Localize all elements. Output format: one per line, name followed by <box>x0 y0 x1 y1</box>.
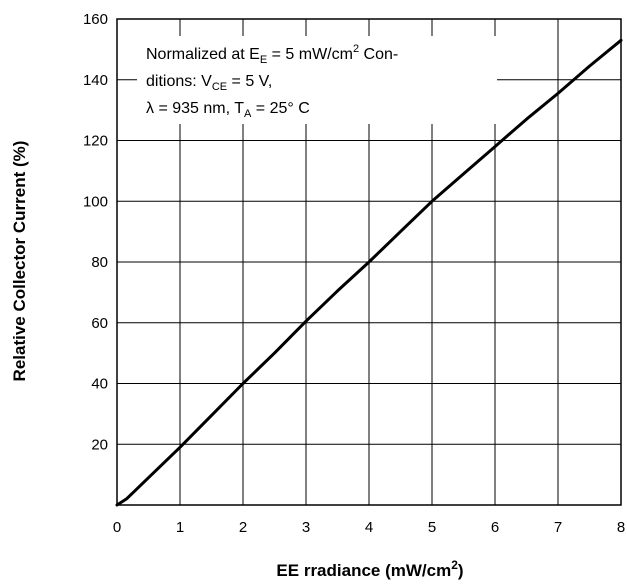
x-tick-label: 6 <box>491 519 499 536</box>
series-line <box>115 38 623 507</box>
x-tick-label: 4 <box>365 519 373 536</box>
x-axis-title: EE rradiance (mW/cm2) <box>276 558 463 580</box>
annotation-line-1-c: Con- <box>359 46 398 63</box>
annotation-line-2-sub: CE <box>212 81 227 93</box>
annotation-line-2-a: ditions: V <box>146 73 212 90</box>
x-axis-title-sup: 2 <box>451 558 458 572</box>
x-tick-label: 3 <box>302 519 310 536</box>
annotation-line-1: Normalized at EE = 5 mW/cm2 Con- <box>146 43 398 66</box>
y-axis-title: Relative Collector Current (%) <box>10 141 29 382</box>
x-axis-title-close: ) <box>458 561 464 580</box>
annotation-line-3-b: = 25° C <box>251 100 309 117</box>
plot-frame <box>116 18 622 506</box>
annotation-line-3-sub: A <box>244 108 252 120</box>
annotation-line-1-b: = 5 mW/cm <box>267 46 353 63</box>
annotation-line-1-sup: 2 <box>353 43 359 55</box>
y-tick-label: 120 <box>83 133 108 150</box>
x-tick-label: 1 <box>176 519 184 536</box>
annotation-box <box>137 36 497 124</box>
y-tick-label: 160 <box>83 11 108 28</box>
annotation-line-1-sub: E <box>260 54 267 66</box>
y-tick-label: 40 <box>91 376 108 393</box>
y-tick-label: 80 <box>91 254 108 271</box>
annotation-line-3-a: λ = 935 nm, T <box>146 100 244 117</box>
x-axis-ticks: 0 1 2 3 4 5 6 7 8 <box>113 519 625 536</box>
y-axis-ticks: 20 40 60 80 100 120 140 160 <box>83 11 108 453</box>
y-tick-label: 140 <box>83 72 108 89</box>
x-tick-label: 5 <box>428 519 436 536</box>
annotation-line-1-a: Normalized at E <box>146 46 260 63</box>
x-tick-label: 8 <box>617 519 625 536</box>
y-tick-label: 20 <box>91 436 108 453</box>
y-tick-label: 100 <box>83 193 108 210</box>
x-tick-label: 0 <box>113 519 121 536</box>
annotation-line-2-b: = 5 V, <box>227 73 272 90</box>
annotation-line-3: λ = 935 nm, TA = 25° C <box>146 100 310 120</box>
x-tick-label: 7 <box>554 519 562 536</box>
annotation-line-2: ditions: VCE = 5 V, <box>146 73 272 93</box>
x-axis-title-text: EE rradiance (mW/cm <box>276 561 451 580</box>
x-tick-label: 2 <box>239 519 247 536</box>
y-tick-label: 60 <box>91 315 108 332</box>
